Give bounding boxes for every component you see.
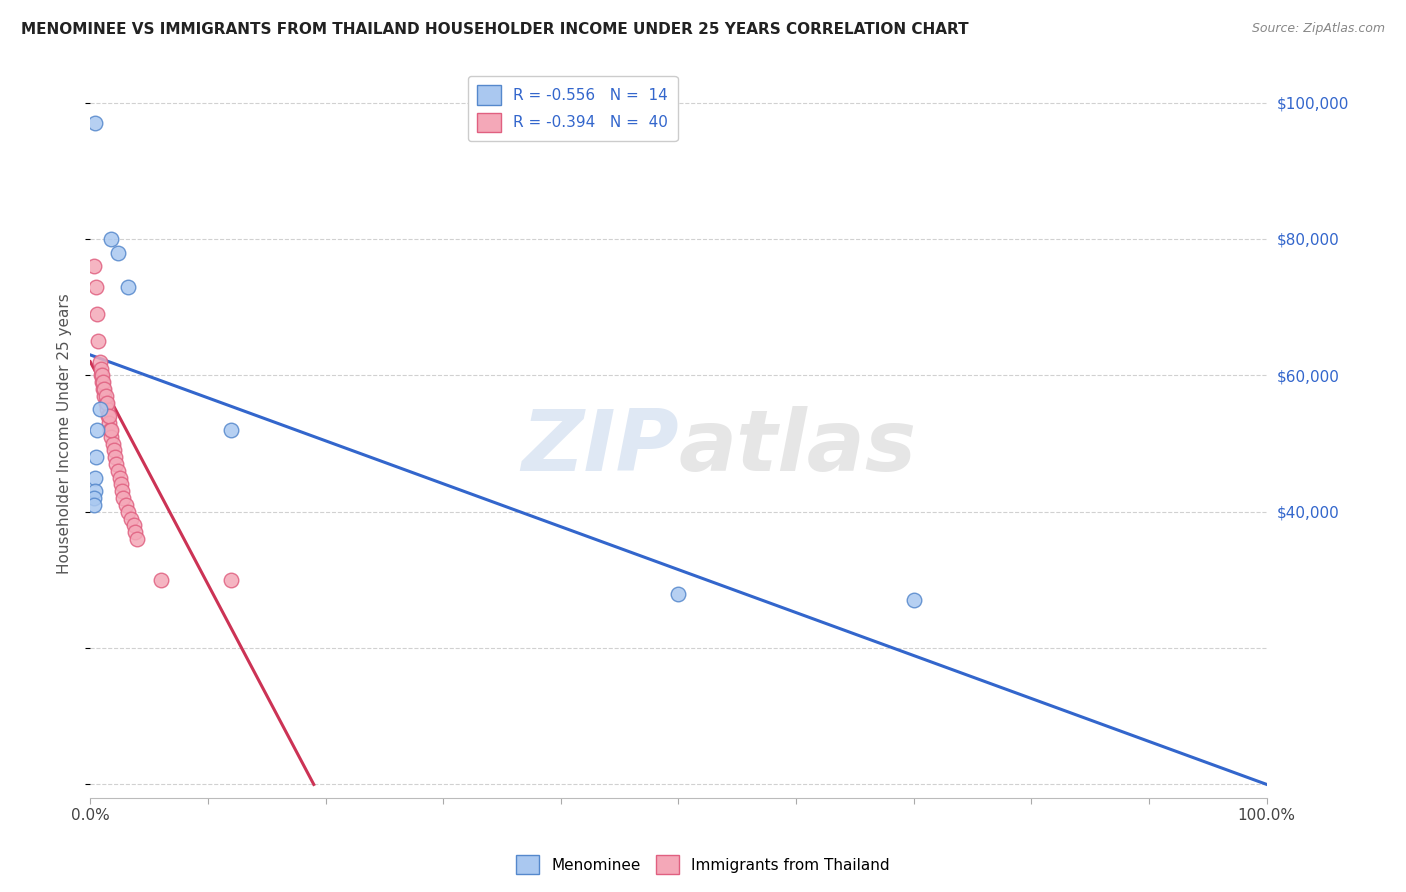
Point (91, 382, 114, 396)
Point (89, 402, 111, 417)
Point (221, 573, 243, 587)
Point (84, 116, 107, 130)
Point (84, 484, 107, 499)
Legend: Menominee, Immigrants from Thailand: Menominee, Immigrants from Thailand (510, 849, 896, 880)
Point (100, 423, 122, 437)
Point (98, 409, 121, 424)
Point (107, 245, 129, 260)
Point (93, 382, 115, 396)
Point (103, 443, 125, 458)
Point (122, 518, 145, 533)
Point (90, 361, 112, 376)
Point (110, 477, 132, 491)
Text: ZIP: ZIP (520, 407, 679, 490)
Point (903, 593, 925, 607)
Point (120, 511, 142, 525)
Point (86, 423, 108, 437)
Point (149, 573, 172, 587)
Point (101, 436, 124, 450)
Point (104, 450, 127, 465)
Point (98, 423, 121, 437)
Point (87, 334, 110, 349)
Y-axis label: Householder Income Under 25 years: Householder Income Under 25 years (58, 293, 72, 574)
Legend: R = -0.556   N =  14, R = -0.394   N =  40: R = -0.556 N = 14, R = -0.394 N = 40 (468, 76, 678, 142)
Text: Source: ZipAtlas.com: Source: ZipAtlas.com (1251, 22, 1385, 36)
Point (107, 464, 129, 478)
Point (83, 498, 105, 512)
Point (93, 389, 115, 403)
Point (97, 409, 120, 424)
Point (91, 375, 114, 389)
Point (124, 525, 146, 540)
Text: atlas: atlas (679, 407, 917, 490)
Point (100, 430, 122, 444)
Point (112, 491, 135, 505)
Point (98, 416, 121, 430)
Point (83, 491, 105, 505)
Point (84, 470, 107, 484)
Point (105, 457, 128, 471)
Point (90, 368, 112, 383)
Text: MENOMINEE VS IMMIGRANTS FROM THAILAND HOUSEHOLDER INCOME UNDER 25 YEARS CORRELAT: MENOMINEE VS IMMIGRANTS FROM THAILAND HO… (21, 22, 969, 37)
Point (96, 395, 118, 409)
Point (94, 389, 117, 403)
Point (108, 470, 131, 484)
Point (117, 505, 139, 519)
Point (100, 232, 122, 246)
Point (668, 586, 690, 600)
Point (111, 484, 134, 499)
Point (117, 279, 139, 293)
Point (96, 402, 118, 417)
Point (89, 354, 111, 368)
Point (221, 423, 243, 437)
Point (114, 498, 136, 512)
Point (94, 395, 117, 409)
Point (91, 368, 114, 383)
Point (91, 375, 114, 389)
Point (83, 259, 105, 273)
Point (84, 450, 107, 465)
Point (86, 307, 108, 321)
Point (127, 532, 149, 546)
Point (84, 279, 107, 293)
